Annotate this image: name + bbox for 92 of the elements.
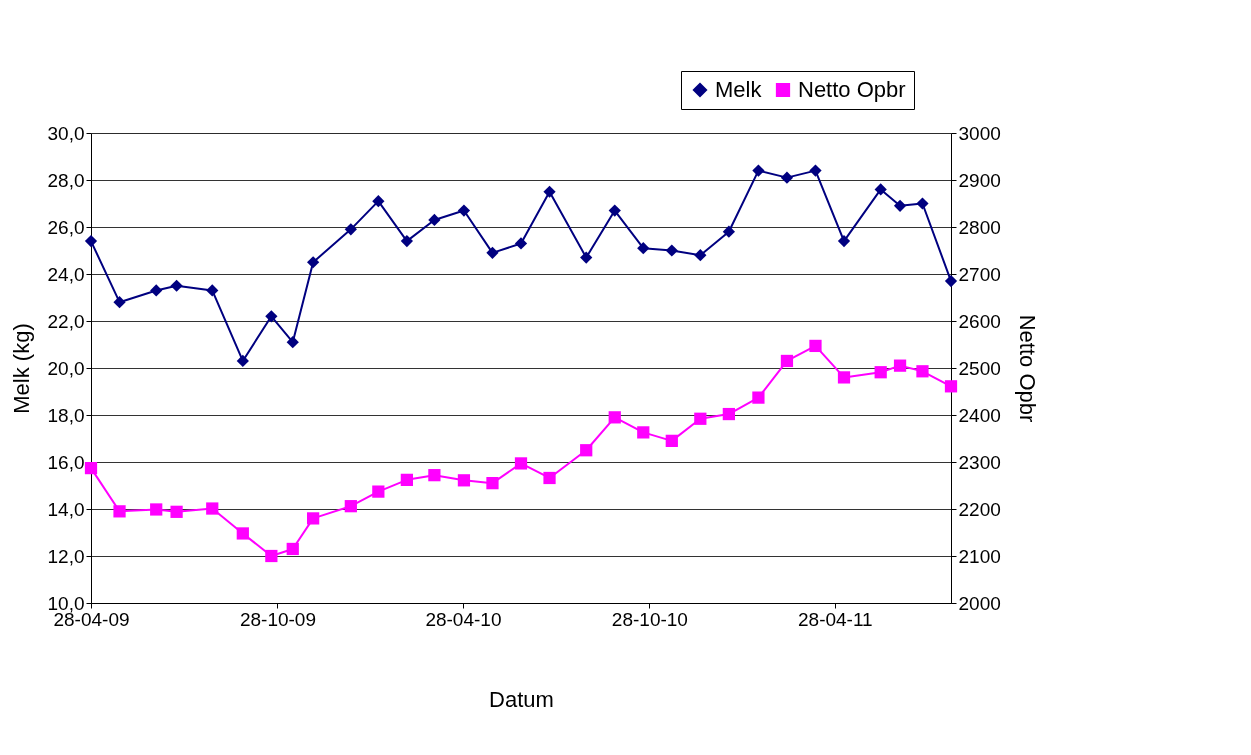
y-tick-label: 14,0 bbox=[47, 498, 85, 520]
point bbox=[809, 164, 822, 177]
point bbox=[286, 336, 299, 349]
point bbox=[543, 471, 556, 485]
point bbox=[84, 461, 98, 475]
point bbox=[265, 549, 278, 563]
point bbox=[543, 185, 556, 198]
point bbox=[457, 204, 471, 217]
y-axis-title: Melk (kg) bbox=[8, 323, 34, 414]
point bbox=[150, 284, 163, 297]
point bbox=[608, 204, 621, 217]
y2-axis-title: Netto Opbr bbox=[1014, 314, 1040, 423]
point bbox=[236, 354, 249, 368]
y2-tick-label: 2900 bbox=[958, 169, 1001, 191]
point bbox=[944, 274, 958, 288]
y-tick-label: 30,0 bbox=[47, 122, 85, 144]
point bbox=[665, 244, 678, 257]
y2-tick-label: 3000 bbox=[958, 122, 1001, 144]
point bbox=[665, 434, 678, 447]
x-tick-label: 28-10-10 bbox=[611, 608, 688, 630]
y2-tick-label: 2800 bbox=[958, 216, 1001, 238]
point bbox=[170, 505, 183, 518]
y2-tick-label: 2200 bbox=[958, 498, 1001, 520]
point bbox=[344, 223, 357, 236]
point bbox=[514, 237, 528, 250]
point bbox=[752, 391, 765, 404]
x-axis-title: Datum bbox=[489, 686, 554, 712]
point bbox=[580, 444, 593, 457]
point bbox=[113, 296, 126, 309]
y-tick-label: 26,0 bbox=[47, 216, 85, 238]
point bbox=[428, 213, 441, 227]
point bbox=[372, 195, 385, 208]
point bbox=[400, 473, 413, 486]
x-tick-label: 28-10-09 bbox=[239, 608, 316, 630]
point bbox=[580, 251, 593, 264]
point bbox=[637, 426, 650, 439]
y2-tick-label: 2500 bbox=[958, 357, 1001, 379]
point bbox=[344, 500, 357, 513]
point bbox=[809, 339, 822, 353]
point bbox=[486, 477, 499, 490]
point bbox=[780, 171, 794, 184]
point bbox=[150, 503, 163, 516]
point bbox=[113, 505, 126, 518]
point bbox=[694, 412, 707, 425]
point bbox=[307, 512, 320, 525]
point bbox=[428, 469, 441, 482]
y-tick-label: 16,0 bbox=[47, 451, 85, 473]
y2-tick-label: 2300 bbox=[958, 451, 1001, 473]
point bbox=[780, 354, 794, 368]
y-tick-label: 20,0 bbox=[47, 357, 85, 379]
x-tick-label: 28-04-11 bbox=[798, 608, 873, 630]
y-tick-label: 22,0 bbox=[47, 310, 85, 332]
x-tick-label: 28-04-10 bbox=[425, 608, 502, 630]
point bbox=[893, 199, 907, 212]
point bbox=[893, 359, 907, 372]
point bbox=[236, 527, 249, 540]
point bbox=[400, 234, 413, 248]
point bbox=[206, 502, 219, 515]
point bbox=[916, 197, 929, 210]
point bbox=[874, 183, 887, 196]
y-tick-label: 24,0 bbox=[47, 263, 85, 285]
y2-tick-label: 2600 bbox=[958, 310, 1001, 332]
point bbox=[916, 365, 929, 378]
point bbox=[84, 234, 98, 248]
point bbox=[372, 485, 385, 498]
point bbox=[608, 411, 621, 424]
point bbox=[457, 474, 471, 487]
y2-tick-label: 2700 bbox=[958, 263, 1001, 285]
point bbox=[265, 310, 278, 323]
point bbox=[307, 256, 320, 269]
legend-label: Netto Opbr bbox=[798, 77, 906, 102]
y-tick-label: 28,0 bbox=[47, 169, 85, 191]
point bbox=[837, 371, 851, 384]
point bbox=[874, 366, 887, 379]
point bbox=[170, 279, 183, 292]
y2-tick-label: 2400 bbox=[958, 404, 1001, 426]
y2-tick-label: 2000 bbox=[958, 592, 1001, 614]
y-tick-label: 18,0 bbox=[47, 404, 85, 426]
legend-label: Melk bbox=[715, 77, 763, 102]
point bbox=[722, 407, 735, 421]
point bbox=[944, 380, 958, 393]
point bbox=[206, 284, 219, 297]
point bbox=[694, 249, 707, 262]
point bbox=[286, 542, 299, 556]
y2-tick-label: 2100 bbox=[958, 545, 1001, 567]
point bbox=[752, 164, 765, 177]
point bbox=[637, 242, 650, 255]
point bbox=[514, 457, 528, 470]
point bbox=[722, 225, 735, 238]
y-tick-label: 12,0 bbox=[47, 545, 85, 567]
point bbox=[837, 234, 851, 248]
point bbox=[486, 246, 499, 259]
